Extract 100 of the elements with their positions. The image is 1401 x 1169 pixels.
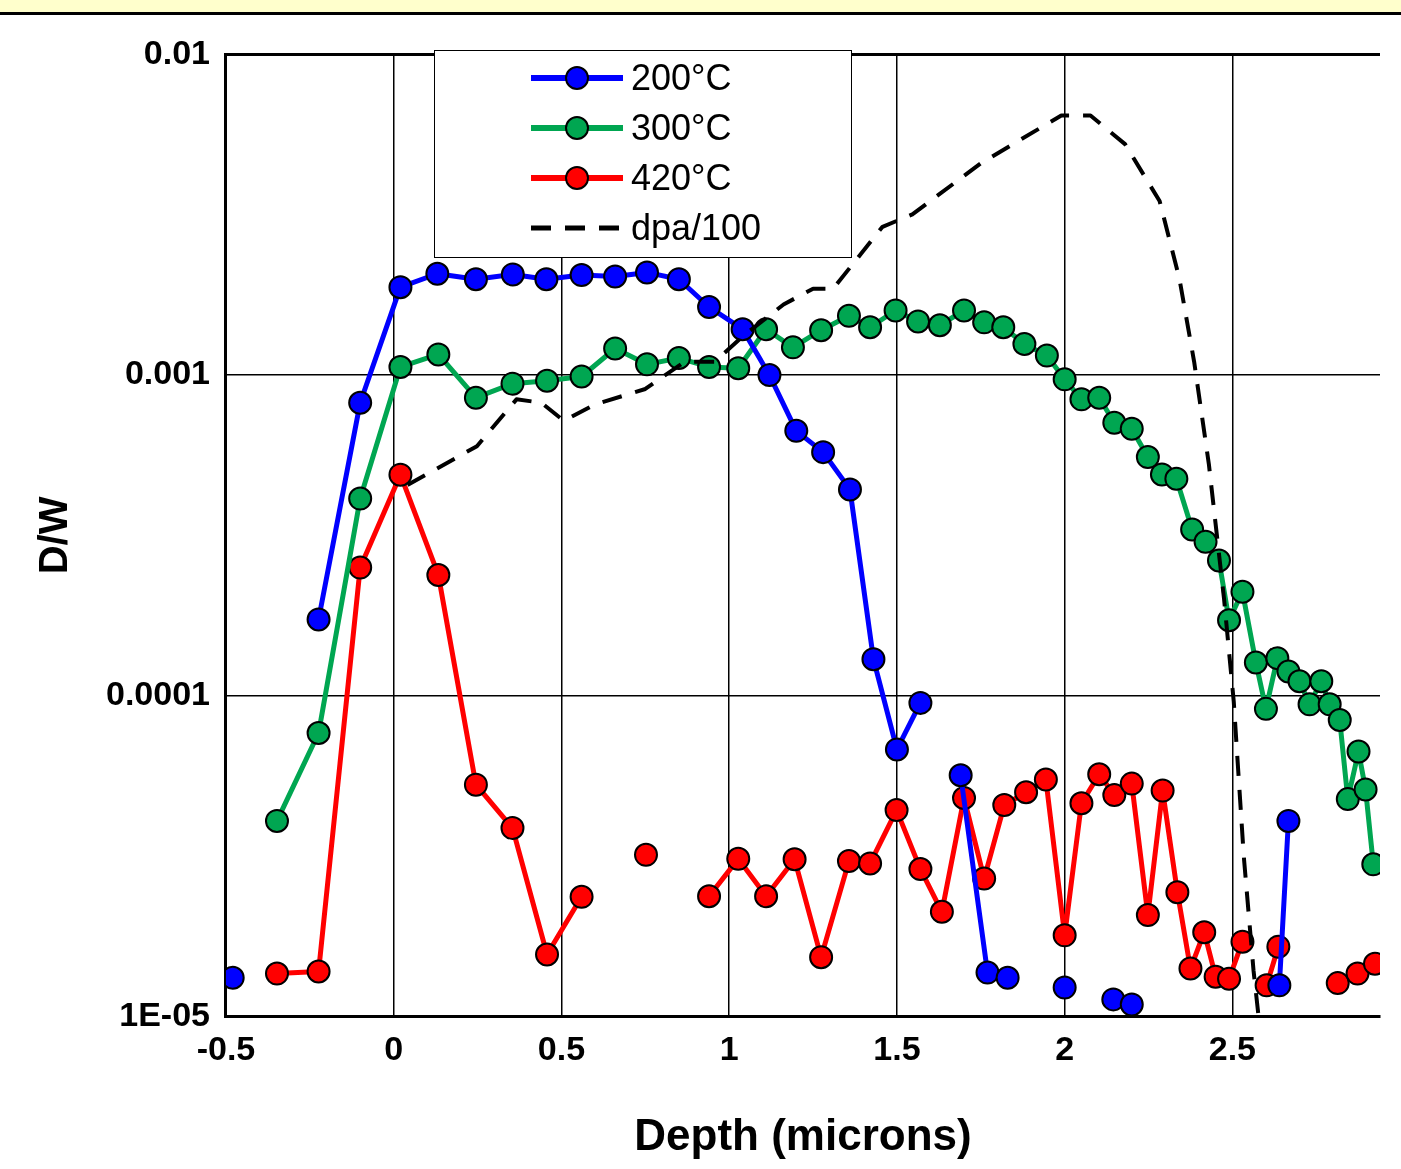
point (1217, 966, 1242, 991)
point (952, 298, 977, 323)
legend-label: 420°C (631, 157, 732, 199)
point (1165, 880, 1190, 905)
x-tick-label: 0 (384, 1029, 404, 1068)
point (1101, 987, 1126, 1012)
point (569, 263, 594, 288)
point (1297, 692, 1322, 717)
point (1087, 385, 1112, 410)
point (635, 260, 659, 285)
y-axis-title: D/W (31, 496, 76, 575)
point (754, 884, 779, 909)
point (666, 346, 691, 371)
point (1325, 971, 1350, 996)
y-tick-label: 0.01 (143, 32, 210, 71)
y-tick-label: 0.001 (124, 353, 210, 392)
point (1052, 367, 1077, 392)
point (388, 275, 413, 300)
point (1012, 331, 1037, 356)
point (426, 342, 451, 367)
point (535, 942, 560, 967)
legend-label: 200°C (631, 57, 732, 99)
point (463, 267, 488, 292)
point (1119, 771, 1144, 796)
point (697, 295, 722, 320)
point (306, 959, 331, 984)
point (1230, 579, 1255, 604)
point (500, 371, 525, 396)
point (1150, 778, 1175, 803)
x-axis-title: Depth (microns) (634, 1109, 972, 1159)
point (426, 562, 451, 587)
point (1135, 903, 1160, 928)
point (1135, 445, 1160, 470)
point (836, 303, 861, 328)
point (1192, 920, 1217, 945)
point (908, 857, 933, 882)
point (1178, 956, 1203, 981)
point (388, 354, 413, 379)
point (1353, 777, 1378, 802)
point (836, 849, 861, 874)
point (1087, 762, 1112, 787)
point (730, 317, 755, 342)
point (906, 309, 931, 334)
point (884, 737, 909, 762)
point (1069, 791, 1094, 816)
point (1243, 650, 1268, 675)
point (858, 315, 883, 340)
point (1119, 416, 1144, 441)
point (1193, 529, 1218, 554)
point (1309, 669, 1334, 694)
point (837, 477, 862, 502)
point (1033, 767, 1058, 792)
point (884, 798, 909, 823)
legend-label: 300°C (631, 107, 732, 149)
legend-label: dpa/100 (631, 207, 762, 249)
point (348, 486, 373, 511)
point (995, 965, 1020, 990)
point (929, 899, 954, 924)
point (388, 462, 413, 487)
point (500, 262, 525, 287)
point (927, 313, 952, 338)
point (534, 267, 559, 292)
point (1102, 783, 1127, 808)
point (858, 851, 883, 876)
point (306, 721, 331, 746)
point (991, 315, 1016, 340)
point (535, 368, 560, 393)
point (811, 440, 836, 465)
point (948, 763, 973, 788)
point (1346, 739, 1371, 764)
point (1253, 696, 1278, 721)
point (1052, 975, 1077, 1000)
x-tick-label: 0.5 (537, 1029, 586, 1068)
point (1335, 787, 1360, 812)
point (757, 363, 782, 388)
point (809, 318, 834, 343)
x-tick-label: 1 (719, 1029, 739, 1068)
point (634, 842, 658, 867)
point (784, 418, 809, 443)
point (1276, 808, 1301, 833)
point (809, 945, 834, 970)
x-tick-label: 1.5 (873, 1029, 921, 1068)
point (992, 793, 1017, 818)
point (1014, 780, 1039, 805)
point (463, 385, 488, 410)
point (972, 310, 997, 335)
point (603, 264, 628, 289)
point (883, 298, 908, 323)
point (975, 960, 1000, 985)
point (1327, 708, 1352, 733)
point (1267, 973, 1292, 998)
x-tick-label: 2 (1055, 1029, 1075, 1068)
point (1164, 466, 1189, 491)
point (861, 647, 886, 672)
point (726, 356, 751, 381)
point (635, 352, 659, 377)
point (1034, 343, 1059, 368)
point (264, 808, 289, 833)
point (463, 772, 488, 797)
point (1287, 669, 1312, 694)
